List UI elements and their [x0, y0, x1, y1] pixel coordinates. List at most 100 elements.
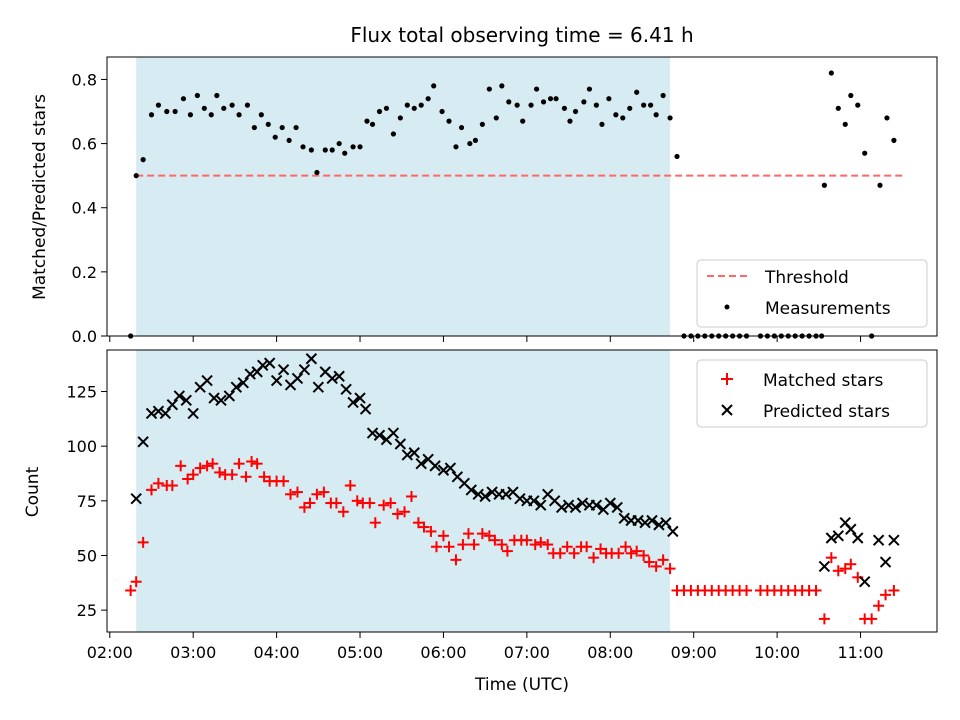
matched-star-point	[554, 547, 566, 559]
measurement-point	[499, 83, 505, 89]
predicted-star-point	[429, 460, 441, 472]
measurement-point	[572, 108, 579, 115]
measurement-point	[514, 102, 520, 108]
matched-star-point	[620, 541, 632, 553]
matched-star-point	[364, 497, 376, 509]
matched-star-point	[483, 530, 495, 542]
measurement-point	[308, 147, 314, 153]
predicted-star-point	[535, 499, 547, 511]
measurement-point	[164, 108, 170, 115]
x-tick-label: 04:00	[254, 643, 300, 662]
matched-star-point	[638, 549, 650, 561]
predicted-star-point	[611, 501, 623, 514]
matched-star-point	[291, 486, 303, 498]
matched-star-point	[489, 534, 501, 546]
predicted-star-point	[354, 392, 366, 404]
measurement-point	[667, 115, 673, 121]
predicted-star-point	[257, 359, 269, 372]
predicted-star-point	[333, 370, 345, 382]
measurement-point	[835, 105, 841, 111]
predicted-star-point	[437, 464, 450, 476]
measurement-point	[891, 137, 897, 143]
matched-legend-swatch	[721, 373, 733, 385]
measurement-point	[842, 121, 848, 127]
predicted-star-point	[373, 429, 386, 441]
predicted-legend-swatch	[721, 404, 733, 416]
top-axes-frame	[106, 56, 938, 337]
measurement-point	[336, 140, 342, 147]
matched-star-point	[152, 477, 164, 489]
matched-star-point	[443, 541, 455, 553]
measurement-point	[404, 102, 410, 108]
measurement-point	[848, 92, 854, 99]
predicted-star-point	[347, 396, 359, 409]
predicted-star-point	[486, 486, 498, 498]
measurement-point	[877, 182, 883, 188]
measurement-point	[140, 157, 146, 163]
measurement-point	[458, 124, 465, 131]
matched-star-point	[311, 488, 323, 500]
measurement-point	[641, 102, 647, 108]
predicted-star-point	[444, 462, 457, 474]
measurement-point	[634, 89, 640, 95]
bottom-legend: Matched stars Predicted stars	[696, 359, 928, 428]
matched-star-point	[337, 506, 349, 518]
matched-star-point	[595, 543, 607, 555]
predicted-star-point	[667, 525, 679, 538]
matched-star-point	[496, 539, 508, 551]
top-panel: 0.00.20.40.60.8 Matched/Predicted stars …	[30, 56, 938, 346]
predicted-star-point	[562, 499, 575, 511]
measurement-point	[439, 108, 445, 115]
measurement-point	[506, 99, 512, 105]
predicted-star-point	[401, 449, 414, 461]
matched-star-point	[631, 545, 643, 557]
measurement-point	[214, 92, 220, 99]
measurement-point	[148, 112, 155, 118]
measurement-point	[620, 115, 626, 121]
x-tick-label: 09:00	[671, 643, 717, 662]
measurement-point	[272, 134, 278, 140]
measurement-point	[221, 105, 227, 111]
measurement-point	[586, 86, 593, 92]
predicted-star-point	[137, 436, 149, 448]
predicted-star-point	[394, 438, 407, 450]
predicted-star-point	[825, 532, 838, 544]
observing-span	[136, 57, 671, 336]
matched-star-point	[581, 541, 593, 553]
predicted-star-point	[366, 427, 379, 439]
matched-star-point	[839, 563, 851, 575]
matched-star-point	[399, 506, 411, 518]
predicted-star-point	[646, 514, 658, 527]
matched-star-point	[175, 460, 187, 472]
matched-star-point	[866, 613, 878, 625]
measurement-point	[172, 108, 178, 115]
x-tick-label: 07:00	[504, 643, 550, 662]
matched-star-point	[369, 517, 381, 529]
top-legend-box	[696, 259, 928, 328]
predicted-star-point	[305, 353, 318, 365]
predicted-star-point	[152, 405, 165, 417]
matched-star-point	[643, 556, 655, 568]
measurement-point	[599, 121, 605, 127]
top-y-tick-label: 0.0	[72, 327, 97, 346]
predicted-star-point	[632, 514, 644, 527]
predicted-star-point	[845, 523, 857, 535]
measurement-point	[528, 102, 534, 108]
measurement-point	[593, 102, 599, 108]
top-ylabel: Matched/Predicted stars	[30, 94, 50, 300]
measurement-point	[553, 96, 559, 102]
matched-star-point	[145, 484, 157, 496]
predicted-star-point	[270, 374, 283, 387]
measurement-point	[653, 112, 659, 118]
measurement-point	[286, 137, 292, 143]
predicted-star-point	[244, 368, 256, 380]
bottom-axes-frame	[106, 349, 938, 633]
matched-star-point	[392, 508, 404, 520]
matched-star-point	[240, 471, 252, 483]
predicted-star-point	[465, 484, 477, 496]
bottom-y-tick-label: 125	[66, 383, 97, 402]
predicted-star-point	[528, 495, 540, 507]
top-y-tick-label: 0.8	[72, 70, 97, 89]
matched-star-point	[125, 584, 137, 596]
predicted-star-point	[277, 363, 290, 376]
